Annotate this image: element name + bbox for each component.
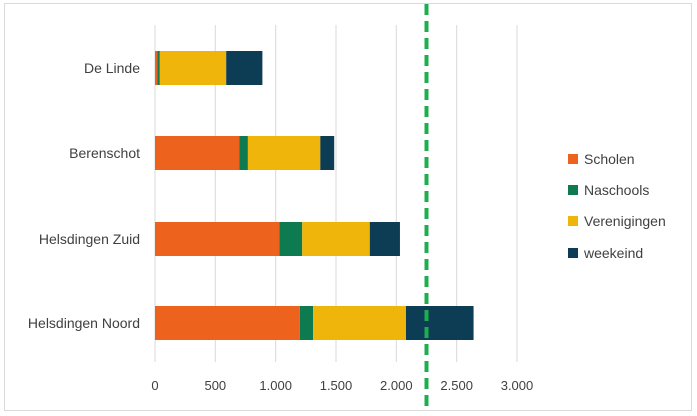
bar-segment [247, 136, 321, 170]
category-labels: De Linde Berenschot Helsdingen Zuid Helsdin… [28, 60, 140, 331]
legend: Scholen Naschools Verenigingen weekeind [568, 151, 666, 261]
bar-segment [226, 51, 263, 85]
bar-segment [155, 306, 300, 340]
category-label: Berenschot [69, 145, 140, 161]
x-tick-label: 2.500 [440, 378, 473, 393]
x-tick-label: 3.000 [501, 378, 534, 393]
bar-segment [302, 222, 370, 256]
x-tick-labels: 0 500 1.000 1.500 2.000 2.500 3.000 [151, 378, 533, 393]
bar-segment [299, 306, 314, 340]
legend-label: Scholen [584, 151, 635, 167]
bar-segment [155, 136, 240, 170]
bar-segment [159, 51, 227, 85]
chart-frame [4, 3, 692, 411]
category-label: De Linde [84, 60, 140, 76]
x-tick-label: 2.000 [380, 378, 413, 393]
category-label: Helsdingen Zuid [39, 231, 140, 247]
category-label: Helsdingen Noord [28, 315, 140, 331]
bar-segment [320, 136, 335, 170]
x-tick-label: 1.500 [320, 378, 353, 393]
x-tick-label: 500 [204, 378, 226, 393]
bars [155, 51, 474, 340]
legend-swatch [568, 216, 578, 226]
x-tick-label: 0 [151, 378, 158, 393]
bar-segment [279, 222, 303, 256]
bar-segment [369, 222, 400, 256]
legend-label: weekeind [583, 245, 643, 261]
legend-swatch [568, 154, 578, 164]
legend-label: Verenigingen [584, 213, 666, 229]
bar-segment [155, 222, 280, 256]
legend-swatch [568, 248, 578, 258]
bar-segment [157, 51, 160, 85]
x-tick-label: 1.000 [259, 378, 292, 393]
bar-segment [405, 306, 474, 340]
legend-swatch [568, 185, 578, 195]
bar-segment [239, 136, 248, 170]
bar-segment [155, 51, 158, 85]
bar-segment [313, 306, 406, 340]
legend-label: Naschools [584, 182, 649, 198]
